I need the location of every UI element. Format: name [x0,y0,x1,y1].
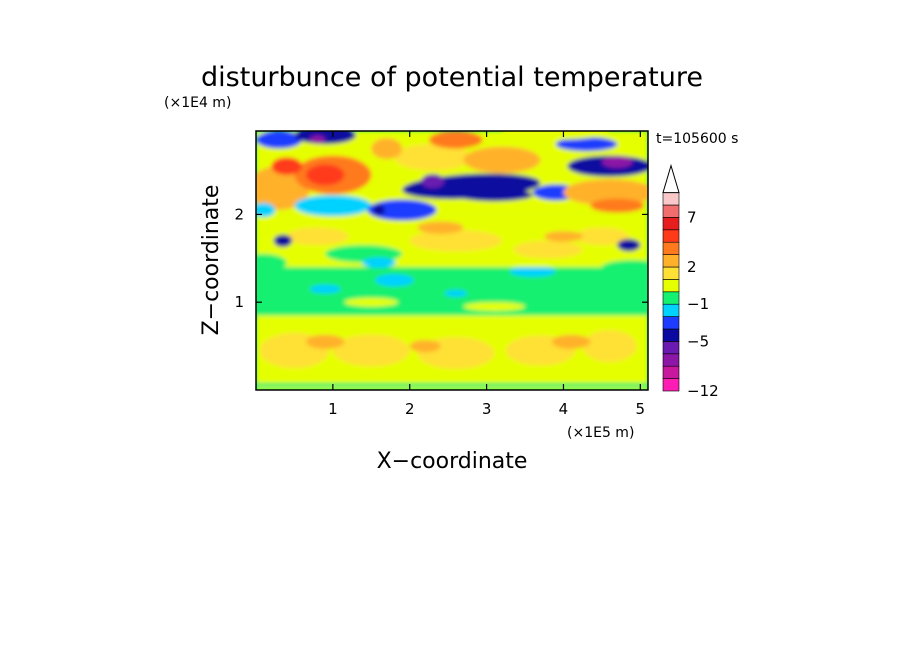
field-contour [455,188,533,202]
colorbar-label: 7 [687,208,697,226]
field-contour [271,157,303,175]
x-unit-label: (×1E5 m) [567,425,634,441]
colorbar-swatch [662,241,680,255]
field-contour [362,257,396,268]
field-contour [428,131,483,149]
y-tick-label: 1 [234,293,244,311]
field-contour [305,164,345,186]
field-contour [375,274,414,287]
contour-field [256,131,648,390]
field-contour [256,202,276,218]
x-axis-label: X−coordinate [377,449,528,474]
x-tick-label: 2 [405,400,415,418]
field-contour [372,204,386,216]
colorbar: −12−5−127 [662,163,719,400]
colorbar-label: −5 [687,332,709,350]
colorbar-swatch [662,328,680,342]
field-contour [463,302,526,311]
field-contour [444,289,468,297]
field-contour [309,284,341,294]
field-contour [551,334,591,349]
field-contour [256,253,287,272]
colorbar-swatch [662,217,680,231]
colorbar-label: −1 [687,295,709,313]
colorbar-swatch [662,266,680,280]
colorbar-swatch [662,316,680,330]
colorbar-label: −12 [687,382,719,400]
field-contour [601,155,633,168]
field-contour [590,198,645,213]
field-contour [367,199,437,221]
field-contour [544,231,583,242]
field-contour [394,144,472,171]
y-tick-label: 2 [234,205,244,223]
field-contour [509,266,556,277]
colorbar-label: 2 [687,258,697,276]
field-contour [617,238,641,252]
field-contour [273,234,293,247]
field-contour [563,179,648,206]
field-contour [582,330,637,362]
field-contour [555,137,618,152]
y-unit-label: (×1E4 m) [164,95,231,111]
x-tick-label: 5 [636,400,646,418]
plot-frame [255,130,649,391]
field-contour [409,230,502,252]
chart-title: disturbunce of potential temperature [201,62,703,93]
x-tick-label: 3 [482,400,492,418]
y-axis-label: Z−coordinate [199,185,224,336]
field-contour [601,260,648,275]
colorbar-swatch [662,229,680,243]
colorbar-extend-arrow [662,163,680,194]
x-tick-label: 4 [559,400,569,418]
field-contour [409,339,441,353]
colorbar-swatch [662,291,680,305]
colorbar-swatch [662,353,680,367]
x-tick-label: 1 [328,400,338,418]
field-contour [256,131,303,149]
time-label: t=105600 s [656,131,738,147]
x-axis: 1 2 3 4 5 [328,131,645,418]
field-contour [371,138,403,160]
field-contour [501,131,610,140]
field-contour [286,227,349,246]
colorbar-swatch [662,279,680,293]
y-axis: 12 [234,205,648,311]
field-contour [513,240,583,259]
colorbar-swatch [662,365,680,379]
field-contour [421,174,445,189]
colorbar-swatch [662,254,680,268]
field-band [256,382,648,388]
field-contour [294,195,372,217]
colorbar-swatch [662,378,680,392]
colorbar-swatch [662,303,680,317]
colorbar-swatch [662,204,680,218]
field-contour [463,146,541,174]
field-contour [309,135,326,145]
field-contour [417,221,464,234]
field-contour [574,227,629,246]
field-contour [294,131,356,145]
colorbar-swatch [662,192,680,206]
field-contour [305,334,345,349]
field-contour [344,297,399,307]
field-contour [332,334,410,367]
colorbar-swatch [662,341,680,355]
